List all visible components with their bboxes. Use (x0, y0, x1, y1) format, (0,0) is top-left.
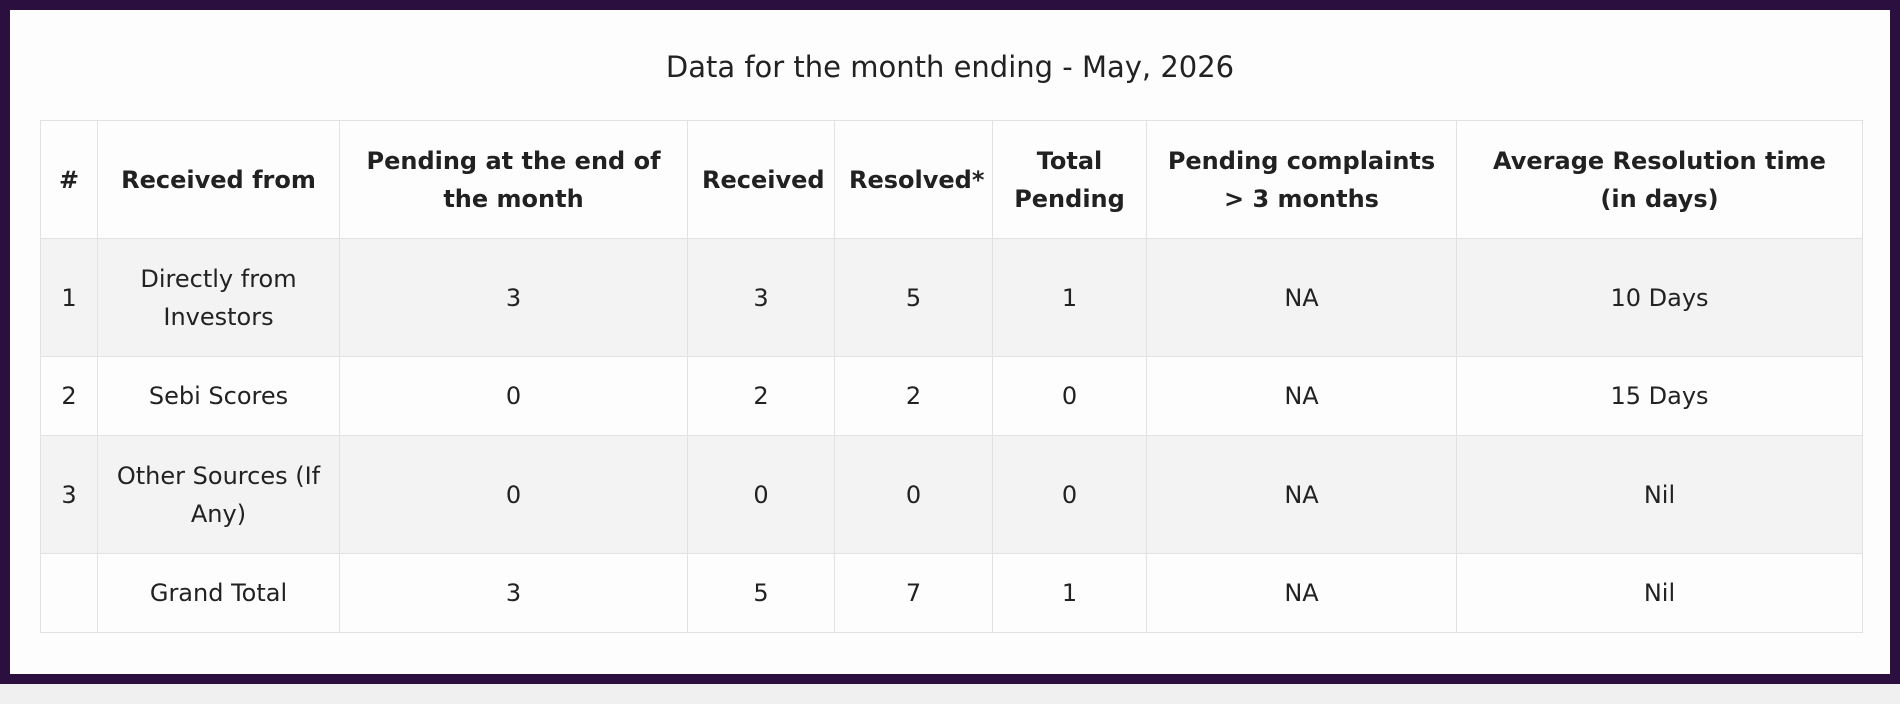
cell-index: 3 (40, 435, 98, 554)
cell-total-pending: 1 (992, 238, 1147, 357)
cell-pending-end-month: 3 (339, 553, 688, 633)
cell-pending-end-month: 3 (339, 238, 688, 357)
cell-resolved: 7 (834, 553, 993, 633)
cell-pending-over-3-months: NA (1146, 238, 1457, 357)
table-row-grand-total: Grand Total 3 5 7 1 NA Nil (40, 553, 1863, 633)
cell-resolved: 5 (834, 238, 993, 357)
cell-received: 3 (687, 238, 835, 357)
cell-index (40, 553, 98, 633)
cell-resolved: 0 (834, 435, 993, 554)
table-row: 3 Other Sources (If Any) 0 0 0 0 NA Nil (40, 435, 1863, 554)
header-index: # (40, 120, 98, 239)
cell-pending-end-month: 0 (339, 435, 688, 554)
cell-pending-over-3-months: NA (1146, 356, 1457, 436)
cell-received: 0 (687, 435, 835, 554)
cell-received-from: Directly from Investors (97, 238, 340, 357)
cell-received: 2 (687, 356, 835, 436)
table-row: 1 Directly from Investors 3 3 5 1 NA 10 … (40, 238, 1863, 357)
header-pending-over-3-months: Pending complaints > 3 months (1146, 120, 1457, 239)
header-pending-end-month: Pending at the end of the month (339, 120, 688, 239)
cell-avg-resolution-time: Nil (1456, 435, 1863, 554)
content-panel: Data for the month ending - May, 2026 # … (10, 10, 1890, 674)
cell-total-pending: 0 (992, 435, 1147, 554)
header-received-from: Received from (97, 120, 340, 239)
cell-index: 1 (40, 238, 98, 357)
cell-avg-resolution-time: 15 Days (1456, 356, 1863, 436)
table-header-row: # Received from Pending at the end of th… (40, 120, 1863, 239)
header-resolved: Resolved* (834, 120, 993, 239)
table-row: 2 Sebi Scores 0 2 2 0 NA 15 Days (40, 356, 1863, 436)
cell-index: 2 (40, 356, 98, 436)
page-title: Data for the month ending - May, 2026 (665, 50, 1235, 84)
header-received: Received (687, 120, 835, 239)
cell-received-from: Sebi Scores (97, 356, 340, 436)
header-total-pending: Total Pending (992, 120, 1147, 239)
cell-total-pending: 1 (992, 553, 1147, 633)
cell-avg-resolution-time: 10 Days (1456, 238, 1863, 357)
cell-avg-resolution-time: Nil (1456, 553, 1863, 633)
cell-pending-over-3-months: NA (1146, 553, 1457, 633)
cell-resolved: 2 (834, 356, 993, 436)
cell-received-from: Other Sources (If Any) (97, 435, 340, 554)
cell-pending-end-month: 0 (339, 356, 688, 436)
page-frame: Data for the month ending - May, 2026 # … (0, 0, 1900, 684)
cell-pending-over-3-months: NA (1146, 435, 1457, 554)
cell-total-pending: 0 (992, 356, 1147, 436)
cell-received: 5 (687, 553, 835, 633)
complaints-table: # Received from Pending at the end of th… (40, 120, 1863, 633)
header-avg-resolution-time: Average Resolution time (in days) (1456, 120, 1863, 239)
cell-received-from: Grand Total (97, 553, 340, 633)
